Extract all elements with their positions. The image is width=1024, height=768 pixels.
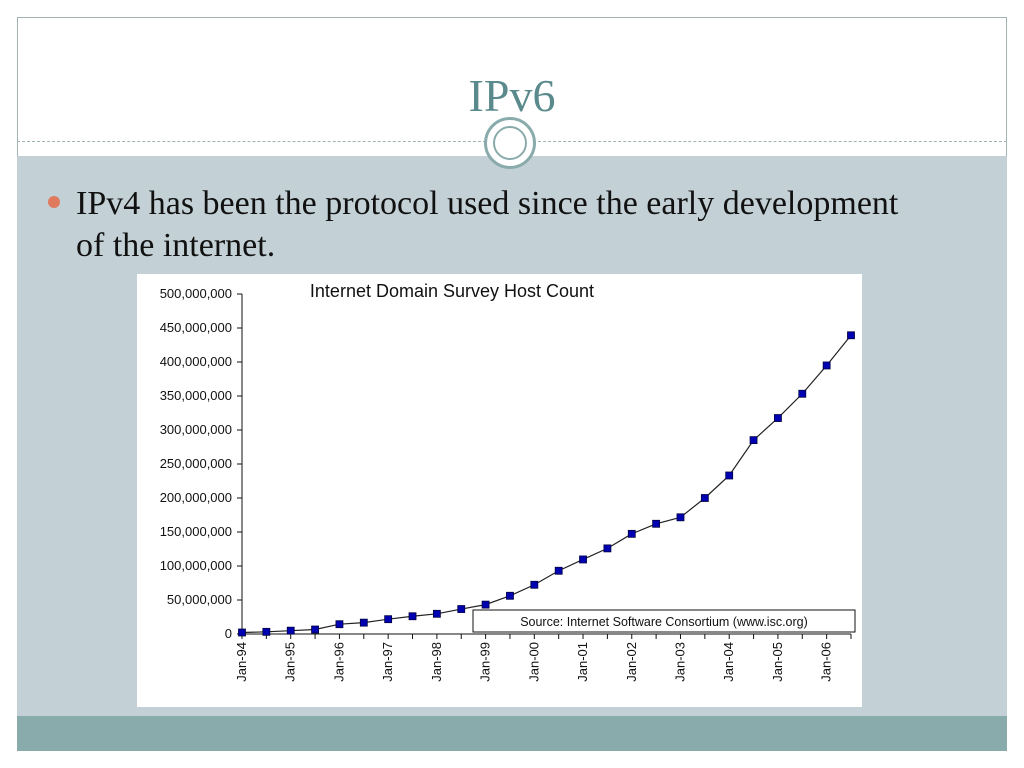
y-tick-label: 150,000,000: [160, 524, 232, 539]
data-point: [725, 471, 734, 480]
x-tick-label: Jan-04: [721, 642, 736, 682]
ring-inner-icon: [493, 126, 527, 160]
x-tick-label: Jan-06: [819, 642, 834, 682]
data-point: [481, 600, 490, 609]
series-line-group: [238, 331, 855, 637]
bullet-dot-icon: [48, 196, 60, 208]
y-tick-label: 200,000,000: [160, 490, 232, 505]
data-point: [359, 618, 368, 627]
x-tick-label: Jan-01: [575, 642, 590, 682]
data-point: [457, 605, 466, 613]
source-annotation: Source: Internet Software Consortium (ww…: [520, 615, 808, 629]
data-point: [286, 626, 295, 635]
source-annotation-box: [472, 609, 856, 633]
data-point: [262, 627, 271, 636]
data-point: [627, 529, 636, 538]
data-point: [530, 580, 539, 589]
data-point: [774, 414, 782, 422]
data-point: [506, 591, 514, 600]
x-tick-label: Jan-98: [429, 642, 444, 682]
data-point: [822, 361, 831, 370]
chart-container: Internet Domain Survey Host Count 0 50,00…: [137, 274, 862, 707]
x-tick-label: Jan-02: [624, 642, 639, 682]
data-point: [652, 519, 661, 528]
y-tick-label: 0: [225, 626, 232, 641]
y-tick-label: 300,000,000: [160, 422, 232, 437]
ring-ornament-icon: [484, 117, 536, 169]
footer-band: [17, 716, 1007, 751]
data-point: [700, 494, 709, 502]
slide-title: IPv6: [468, 70, 556, 121]
y-tick-label: 350,000,000: [160, 388, 232, 403]
x-tick-label: Jan-05: [770, 642, 785, 682]
data-point: [238, 628, 246, 637]
data-point: [749, 436, 758, 445]
y-tick-label: 500,000,000: [160, 286, 232, 301]
data-point: [847, 331, 855, 340]
title-area: IPv6: [17, 17, 1007, 143]
data-point: [603, 544, 612, 553]
host-count-chart: Internet Domain Survey Host Count 0 50,00…: [160, 281, 856, 682]
data-point: [579, 555, 587, 564]
x-tick-label: Jan-03: [672, 642, 687, 682]
data-point: [432, 609, 441, 618]
data-point: [384, 615, 393, 624]
data-point: [798, 389, 807, 398]
x-tick-label: Jan-00: [526, 642, 541, 682]
data-point: [554, 566, 563, 575]
data-point: [311, 625, 319, 634]
bullet-text: IPv4 has been the protocol used since th…: [76, 185, 899, 264]
x-tick-label: Jan-97: [380, 642, 395, 682]
y-tick-label: 250,000,000: [160, 456, 232, 471]
data-point: [408, 612, 417, 621]
y-tick-label: 450,000,000: [160, 320, 232, 335]
data-point: [676, 513, 685, 522]
x-tick-label: Jan-99: [478, 642, 493, 682]
y-tick-label: 400,000,000: [160, 354, 232, 369]
series-line: [241, 334, 852, 634]
y-tick-label: 50,000,000: [167, 592, 232, 607]
data-point: [335, 620, 344, 629]
x-tick-label: Jan-95: [283, 642, 298, 682]
y-tick-label: 100,000,000: [160, 558, 232, 573]
y-axis: 0 50,000,000 100,000,000 150,000,000 200,000…: [160, 286, 243, 641]
x-axis: Jan-94 Jan-95 Jan-96 Jan-97 Jan-98 Jan-99 Jan-…: [234, 633, 852, 682]
x-tick-label: Jan-96: [331, 642, 346, 682]
x-tick-label: Jan-94: [234, 642, 249, 682]
chart-title: Internet Domain Survey Host Count: [310, 281, 594, 301]
